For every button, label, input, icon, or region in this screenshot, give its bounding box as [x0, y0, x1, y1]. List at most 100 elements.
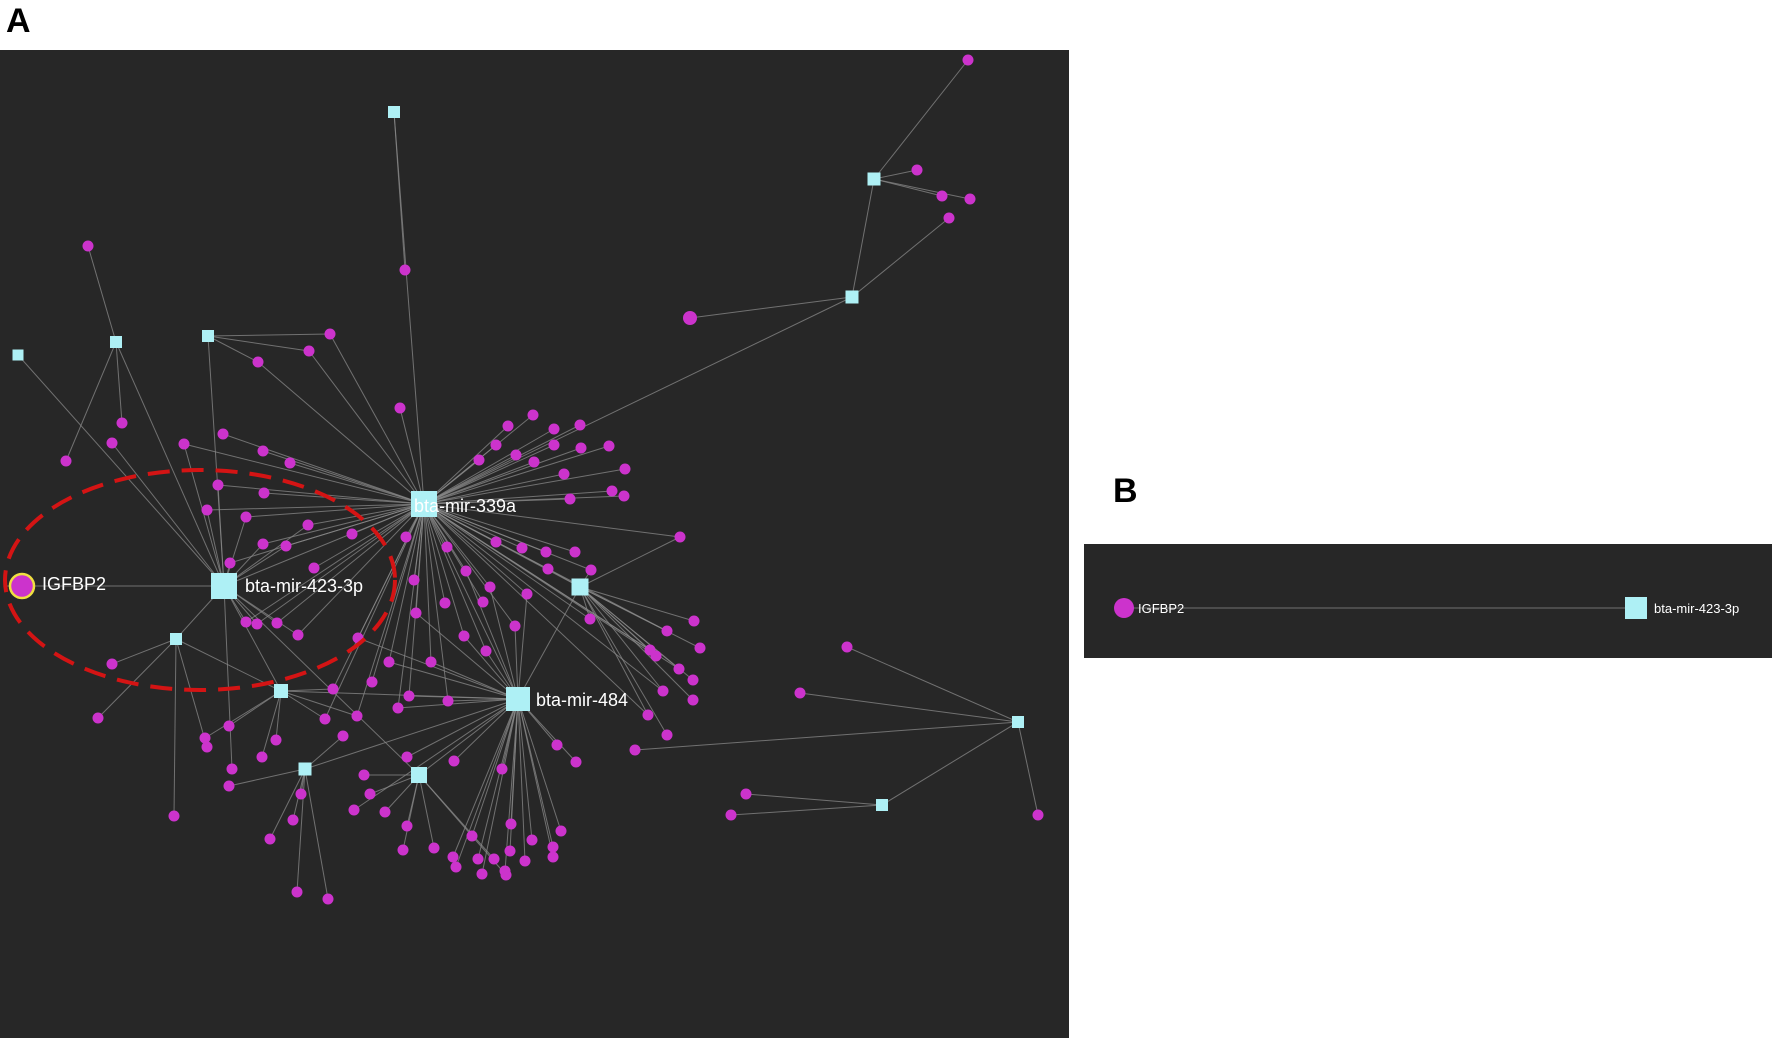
gene-node	[521, 588, 533, 600]
gene-node	[694, 642, 706, 654]
gene-node	[629, 744, 641, 756]
network-edge	[275, 690, 282, 741]
network-edge	[183, 443, 225, 587]
network-edge	[418, 698, 519, 776]
network-edge	[269, 768, 306, 840]
gene-node	[442, 695, 454, 707]
gene-node	[264, 833, 276, 845]
network-edge	[477, 698, 519, 860]
network-edge	[873, 178, 971, 200]
network-edge	[851, 217, 950, 298]
gene-node	[548, 439, 560, 451]
network-edge	[17, 354, 225, 587]
mirna-node	[211, 573, 237, 599]
gene-node	[106, 658, 118, 670]
network-edge	[851, 178, 875, 298]
gene-node	[527, 409, 539, 421]
gene-node	[425, 656, 437, 668]
network-edge	[423, 296, 853, 505]
gene-node	[308, 562, 320, 574]
gene-node	[366, 676, 378, 688]
gene-node	[936, 190, 948, 202]
gene-node	[439, 597, 451, 609]
gene-node	[472, 853, 484, 865]
gene-node	[476, 868, 488, 880]
network-edge	[423, 503, 592, 571]
gene-node	[841, 641, 853, 653]
mirna-node	[12, 349, 24, 361]
network-edge	[304, 768, 329, 900]
network-edge	[115, 341, 225, 587]
network-edge	[579, 586, 649, 716]
gene-node	[673, 663, 685, 675]
network-graph-a: bta-mir-339a bta-mir-423-3p bta-mir-484 …	[3, 54, 1044, 905]
gene-node	[92, 712, 104, 724]
gene-node	[484, 581, 496, 593]
mirna-node	[170, 633, 182, 645]
network-edge	[418, 774, 435, 849]
gene-node	[400, 531, 412, 543]
gene-node	[116, 417, 128, 429]
gene-node	[394, 402, 406, 414]
gene-node	[319, 713, 331, 725]
network-edge	[280, 688, 334, 692]
gene-node	[284, 457, 296, 469]
gene-node	[962, 54, 974, 66]
network-edge	[745, 793, 883, 806]
network-edge	[423, 447, 582, 505]
gene-node	[458, 630, 470, 642]
network-edge	[223, 585, 420, 776]
mirna-node	[110, 336, 122, 348]
gene-node	[271, 617, 283, 629]
gene-node	[303, 345, 315, 357]
edge-layer	[4, 59, 1039, 900]
gene-node	[224, 557, 236, 569]
network-edge	[481, 698, 519, 875]
gene-node	[223, 780, 235, 792]
gene-node	[383, 656, 395, 668]
node-layer	[8, 54, 1044, 905]
gene-node	[280, 540, 292, 552]
network-edge	[423, 490, 613, 505]
network-edge	[423, 498, 571, 505]
gene-node	[401, 820, 413, 832]
network-edge	[263, 492, 425, 505]
gene-node	[526, 834, 538, 846]
network-edge	[465, 570, 519, 700]
network-edge	[634, 721, 1019, 751]
gene-node	[542, 563, 554, 575]
gene-node	[509, 620, 521, 632]
gene-node	[295, 788, 307, 800]
gene-node	[569, 546, 581, 558]
network-edge	[730, 804, 883, 816]
gene-node	[240, 511, 252, 523]
network-edge	[1017, 721, 1039, 816]
network-edge	[408, 503, 425, 697]
highlight-ellipse	[3, 468, 397, 692]
gene-node	[505, 818, 517, 830]
network-edge	[423, 503, 487, 652]
network-edge	[517, 698, 526, 862]
gene-node	[510, 449, 522, 461]
gene-node	[618, 490, 630, 502]
network-edge	[183, 443, 425, 505]
network-edge	[228, 690, 282, 727]
gene-node	[397, 844, 409, 856]
network-edge	[304, 698, 519, 770]
gene-node	[603, 440, 615, 452]
gene-node	[642, 709, 654, 721]
network-edge	[415, 612, 519, 700]
network-edge	[517, 698, 562, 832]
node-igfbp2	[1114, 598, 1134, 618]
network-edge	[471, 698, 519, 837]
gene-node	[606, 485, 618, 497]
network-edge	[280, 690, 326, 720]
mirna-node	[298, 762, 312, 776]
gene-node	[324, 328, 336, 340]
network-edge	[423, 503, 432, 663]
network-edge	[97, 638, 177, 719]
network-edge	[204, 690, 282, 739]
gene-node	[644, 644, 656, 656]
network-edge	[276, 503, 425, 624]
network-edge	[257, 361, 425, 505]
